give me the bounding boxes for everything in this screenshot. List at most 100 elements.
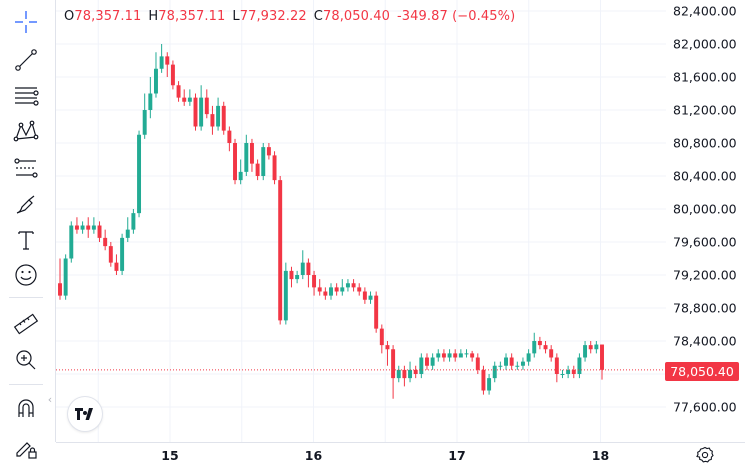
collapse-toolbar-button[interactable]: ‹	[47, 393, 53, 406]
zoom-in-icon[interactable]	[8, 343, 44, 377]
candle-body	[300, 262, 305, 275]
candle-body	[481, 369, 486, 391]
candle-body	[249, 143, 254, 164]
time-axis-label: 18	[592, 448, 609, 463]
high-key: H	[148, 9, 159, 24]
pattern-icon[interactable]	[8, 114, 44, 148]
candle-body	[261, 147, 266, 176]
candle-body	[148, 93, 153, 110]
candle-body	[577, 357, 582, 374]
candle-body	[317, 287, 322, 292]
candle-body	[120, 237, 125, 271]
candle-body	[441, 353, 446, 358]
close-key: C	[313, 9, 323, 24]
price-axis-label: 78,400.00	[673, 334, 737, 349]
candle-body	[453, 353, 458, 358]
candle-body	[470, 353, 475, 358]
candle-body	[594, 344, 599, 350]
crosshair-icon[interactable]	[8, 5, 44, 39]
candle-body	[600, 344, 604, 370]
ohlc-legend: O78,357.11 H78,357.11 L77,932.22 C78,050.40…	[64, 9, 522, 24]
ruler-icon[interactable]	[8, 307, 44, 341]
candle-body	[391, 349, 396, 379]
emoji-icon[interactable]	[8, 258, 44, 292]
candle-body	[408, 369, 413, 379]
candle-body	[142, 110, 147, 135]
candle-body	[340, 287, 345, 292]
candle-body	[357, 287, 362, 292]
candle-body	[176, 85, 181, 98]
candle-body	[58, 283, 62, 296]
price-axis-label: 81,600.00	[673, 70, 737, 85]
magnet-icon[interactable]	[8, 392, 44, 426]
candle-body	[283, 270, 288, 321]
low-key: L	[232, 9, 240, 24]
candle-body	[323, 291, 328, 296]
candle-body	[549, 349, 554, 358]
candle-body	[532, 341, 537, 354]
open-value: 78,357.11	[74, 9, 142, 24]
candle-body	[278, 180, 283, 321]
fib-retracement-icon[interactable]	[8, 79, 44, 113]
candle-body	[125, 229, 130, 238]
text-icon[interactable]	[8, 223, 44, 257]
gear-icon[interactable]	[696, 446, 714, 464]
candle-body	[566, 369, 571, 374]
candle-body	[351, 283, 356, 288]
time-axis-label: 17	[448, 448, 465, 463]
candle-body	[227, 130, 232, 143]
tradingview-logo[interactable]	[68, 397, 102, 431]
candle-body	[86, 225, 91, 230]
candle-body	[571, 369, 576, 374]
toolbar-divider	[55, 0, 56, 442]
price-axis-label: 82,000.00	[673, 37, 737, 52]
trend-line-icon[interactable]	[8, 43, 44, 77]
candle-body	[182, 97, 187, 102]
candle-body	[430, 357, 435, 366]
price-axis-label: 80,800.00	[673, 136, 737, 151]
candle-body	[526, 353, 531, 362]
brush-icon[interactable]	[8, 188, 44, 222]
time-axis-label: 15	[161, 448, 178, 463]
candle-body	[131, 213, 136, 230]
price-chart[interactable]: 82,400.00 82,000.00 81,600.00 81,200.00 80,8…	[56, 0, 745, 470]
candle-body	[436, 353, 441, 358]
candle-body	[199, 97, 204, 127]
open-key: O	[64, 9, 75, 24]
price-axis-label: 78,800.00	[673, 301, 737, 316]
candle-body	[312, 275, 317, 288]
candle-body	[588, 345, 593, 350]
candle-body	[295, 275, 300, 280]
candle-body	[74, 225, 79, 230]
candle-body	[165, 56, 170, 65]
lock-drawing-icon[interactable]	[8, 430, 44, 464]
high-value: 78,357.11	[158, 9, 226, 24]
drawing-toolbar	[0, 0, 52, 470]
price-axis-label: 80,000.00	[673, 202, 737, 217]
candle-body	[537, 341, 542, 346]
candle-body	[97, 225, 102, 238]
candle-body	[487, 378, 492, 391]
candle-body	[193, 97, 198, 127]
price-axis-label: 80,400.00	[673, 169, 737, 184]
candle-body	[216, 105, 221, 127]
candle-body	[334, 287, 339, 292]
candle-body	[272, 155, 277, 181]
candle-body	[543, 345, 548, 350]
candle-body	[238, 171, 243, 181]
candle-body	[368, 295, 373, 300]
low-value: 77,932.22	[239, 9, 307, 24]
candle-body	[419, 357, 424, 374]
candle-body	[504, 357, 508, 366]
candle-body	[187, 97, 192, 102]
prediction-icon[interactable]	[8, 151, 44, 185]
candle-body	[63, 258, 68, 296]
candle-body	[80, 225, 85, 230]
candle-body	[425, 357, 429, 366]
price-axis-label: 79,600.00	[673, 235, 737, 250]
candle-body	[464, 353, 469, 355]
time-axis-label: 16	[305, 448, 323, 463]
candle-body	[560, 374, 565, 375]
candle-body	[515, 365, 520, 367]
candle-body	[306, 262, 311, 275]
